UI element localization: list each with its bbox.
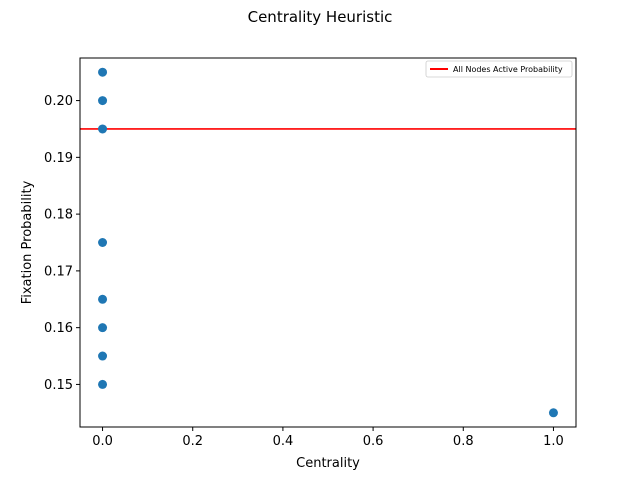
scatter-point <box>98 67 108 77</box>
x-tick-label: 1.0 <box>543 434 564 449</box>
x-tick-label: 0.2 <box>182 434 203 449</box>
scatter-point <box>98 238 108 247</box>
x-tick-label: 0.6 <box>363 434 384 449</box>
y-tick-label: 0.20 <box>44 94 73 109</box>
scatter-point <box>98 351 108 361</box>
x-axis-ticks: 0.0 0.2 0.4 0.6 0.8 1.0 <box>92 427 564 449</box>
y-tick-label: 0.17 <box>44 264 73 279</box>
scatter-point <box>98 379 108 389</box>
y-tick-label: 0.16 <box>44 321 73 336</box>
x-tick-label: 0.0 <box>92 434 113 449</box>
scatter-point <box>98 294 108 304</box>
y-axis-ticks: 0.15 0.16 0.17 0.18 0.19 0.20 <box>44 94 80 393</box>
y-tick-label: 0.15 <box>44 378 73 393</box>
x-tick-label: 0.4 <box>273 434 294 449</box>
x-axis-label: Centrality <box>296 456 360 471</box>
y-tick-label: 0.19 <box>44 151 73 166</box>
scatter-point <box>98 124 108 134</box>
plot-area <box>80 58 576 427</box>
scatter-point <box>98 323 108 333</box>
legend: All Nodes Active Probability <box>425 60 573 78</box>
scatter-point <box>98 96 108 106</box>
plot-frame <box>79 57 577 428</box>
points-layer <box>98 67 558 418</box>
x-tick-label: 0.8 <box>453 434 474 449</box>
legend-entry-hline: All Nodes Active Probability <box>453 65 563 74</box>
y-axis-label: Fixation Probability <box>20 180 35 304</box>
legend-box <box>425 60 573 78</box>
y-tick-label: 0.18 <box>44 208 73 223</box>
scatter-point <box>548 408 558 418</box>
chart-title: Centrality Heuristic <box>248 8 393 26</box>
